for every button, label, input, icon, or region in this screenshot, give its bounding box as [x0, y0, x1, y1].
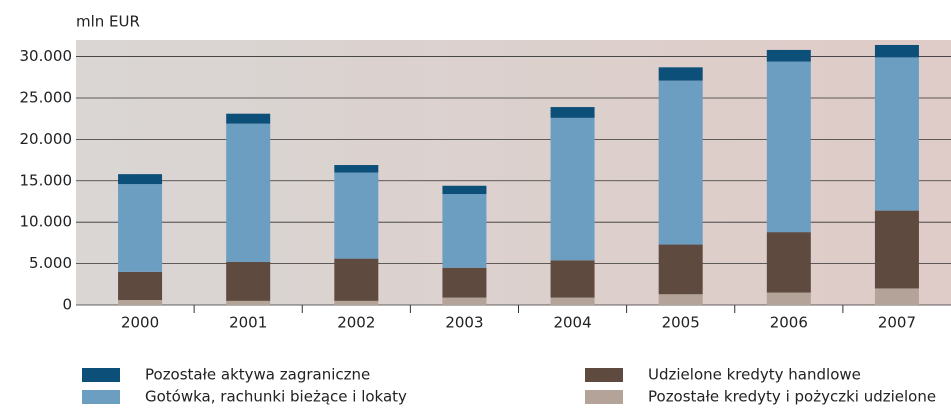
bar-segment	[874, 288, 919, 305]
bar-segment	[442, 185, 487, 195]
bar-segment	[442, 297, 487, 305]
x-tick-label: 2007	[878, 314, 916, 332]
bar-segment	[442, 267, 487, 298]
bar-segment	[874, 44, 919, 58]
bar-segment	[658, 244, 703, 295]
bar-segment	[874, 57, 919, 211]
bar-segment	[226, 300, 271, 305]
bar-segment	[550, 297, 595, 305]
x-tick-label: 2004	[553, 314, 591, 332]
y-tick-label: 20.000	[20, 130, 73, 148]
y-tick-label: 30.000	[20, 47, 73, 65]
bar-segment	[658, 294, 703, 305]
bar-segment	[658, 80, 703, 245]
legend-label: Pozostałe kredyty i pożyczki udzielone	[648, 388, 936, 406]
bar-segment	[766, 292, 811, 305]
bar-segment	[334, 172, 379, 259]
y-tick-label: 25.000	[20, 88, 73, 106]
x-tick-label: 2005	[662, 314, 700, 332]
legend-swatch	[82, 368, 120, 382]
y-tick-label: 15.000	[20, 171, 73, 189]
bar-segment	[766, 49, 811, 62]
bar-segment	[118, 174, 163, 185]
x-tick-label: 2006	[770, 314, 808, 332]
bar-segment	[442, 194, 487, 268]
bar-segment	[118, 271, 163, 301]
legend-label: Udzielone kredyty handlowe	[648, 366, 861, 384]
legend-swatch	[82, 390, 120, 404]
x-tick-label: 2003	[445, 314, 483, 332]
y-tick-label: 10.000	[20, 213, 73, 231]
y-tick-label: 0	[62, 296, 72, 314]
bar-segment	[334, 300, 379, 305]
bar-segment	[334, 258, 379, 301]
legend-label: Pozostałe aktywa zagraniczne	[145, 366, 370, 384]
bar-segment	[226, 113, 271, 124]
legend-swatch	[585, 368, 623, 382]
bar-segment	[766, 232, 811, 293]
y-axis-label: mln EUR	[76, 13, 140, 31]
bar-segment	[334, 165, 379, 173]
bar-segment	[550, 260, 595, 298]
bar-segment	[766, 61, 811, 233]
bar-segment	[550, 107, 595, 118]
legend-swatch	[585, 390, 623, 404]
bar-segment	[118, 184, 163, 272]
x-tick-label: 2002	[337, 314, 375, 332]
bar-segment	[874, 210, 919, 289]
bar-segment	[118, 300, 163, 305]
bar-segment	[550, 117, 595, 261]
bar-segment	[658, 67, 703, 81]
legend-label: Gotówka, rachunki bieżące i lokaty	[145, 388, 407, 406]
x-tick-label: 2000	[121, 314, 159, 332]
y-tick-label: 5.000	[29, 254, 72, 272]
bar-segment	[226, 123, 271, 262]
plot-background	[76, 40, 951, 305]
bar-segment	[226, 261, 271, 301]
x-tick-label: 2001	[229, 314, 267, 332]
